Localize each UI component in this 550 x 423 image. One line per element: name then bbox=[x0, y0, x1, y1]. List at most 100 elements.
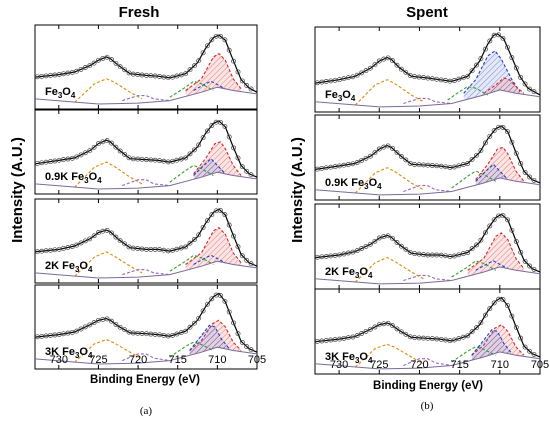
component-curve bbox=[185, 52, 242, 91]
panel-label: 2K Fe3O4 bbox=[325, 266, 373, 280]
data-point bbox=[117, 64, 123, 70]
data-point bbox=[376, 58, 382, 64]
data-point bbox=[385, 55, 391, 61]
data-point bbox=[323, 253, 329, 259]
data-point bbox=[376, 146, 382, 152]
data-point bbox=[465, 250, 471, 255]
data-point bbox=[191, 320, 197, 326]
data-point bbox=[196, 232, 202, 238]
data-point bbox=[465, 73, 471, 79]
background-curve bbox=[35, 260, 257, 279]
component-curve bbox=[475, 260, 509, 271]
data-point bbox=[398, 154, 404, 159]
data-point bbox=[91, 60, 97, 66]
data-point bbox=[451, 164, 457, 170]
data-point bbox=[178, 245, 184, 251]
component-curve bbox=[354, 79, 424, 106]
fit-envelope bbox=[315, 213, 540, 273]
data-point bbox=[390, 145, 395, 151]
data-point bbox=[74, 68, 80, 74]
data-point bbox=[126, 70, 132, 76]
panel-stack: Fe3O4 0.9K Fe3O4 2K Fe3O4 3K Fe3O4 bbox=[314, 26, 541, 375]
data-point bbox=[174, 157, 180, 163]
data-point bbox=[244, 257, 250, 263]
data-point bbox=[460, 334, 466, 340]
component-curve bbox=[74, 339, 143, 363]
data-point bbox=[218, 119, 223, 125]
component-curve bbox=[185, 226, 242, 265]
data-point bbox=[460, 162, 466, 168]
data-point bbox=[394, 326, 400, 332]
data-point bbox=[170, 158, 176, 164]
data-point bbox=[345, 162, 351, 167]
data-point bbox=[513, 65, 519, 71]
data-point bbox=[531, 351, 537, 357]
data-point bbox=[187, 67, 193, 73]
data-point bbox=[359, 70, 365, 76]
data-point bbox=[482, 140, 488, 146]
data-point bbox=[174, 331, 180, 337]
component-curve bbox=[193, 141, 242, 176]
background-curve bbox=[315, 266, 540, 285]
data-point bbox=[183, 244, 189, 250]
data-point bbox=[394, 62, 400, 68]
fit-envelope bbox=[315, 33, 540, 96]
data-point bbox=[491, 217, 497, 223]
data-point bbox=[323, 338, 329, 343]
component-curve bbox=[403, 358, 452, 367]
data-point bbox=[513, 324, 519, 330]
fit-envelope bbox=[35, 292, 257, 353]
data-point bbox=[91, 233, 97, 239]
data-point bbox=[222, 212, 228, 218]
data-point bbox=[91, 320, 97, 326]
data-point bbox=[500, 297, 506, 303]
data-point bbox=[412, 251, 418, 257]
x-tick-label: 710 bbox=[208, 354, 226, 366]
data-point bbox=[509, 227, 515, 233]
data-point bbox=[209, 212, 215, 218]
panel-label: 0.9K Fe3O4 bbox=[45, 171, 102, 185]
x-axis-label: Binding Energy (eV) bbox=[373, 380, 483, 392]
data-point bbox=[248, 347, 254, 353]
component-curve bbox=[451, 260, 497, 278]
data-point bbox=[456, 336, 462, 342]
panel-label: Fe3O4 bbox=[45, 86, 76, 100]
data-point bbox=[187, 240, 193, 246]
data-point bbox=[191, 63, 197, 69]
data-point bbox=[74, 242, 80, 248]
data-point bbox=[527, 86, 533, 92]
data-point bbox=[248, 172, 254, 178]
data-point bbox=[218, 208, 223, 213]
data-point bbox=[209, 37, 215, 43]
data-point bbox=[372, 238, 378, 244]
x-tick-label: 720 bbox=[129, 354, 147, 366]
data-point bbox=[469, 156, 475, 162]
data-point bbox=[465, 333, 471, 339]
data-point bbox=[522, 81, 528, 87]
data-point bbox=[113, 321, 119, 327]
component-fill bbox=[193, 158, 226, 180]
data-point bbox=[95, 57, 101, 63]
data-point bbox=[385, 233, 391, 239]
spectrum-panel: 0.9K Fe3O4 bbox=[34, 109, 258, 195]
data-point bbox=[482, 46, 488, 52]
data-point bbox=[478, 147, 484, 153]
data-point bbox=[474, 152, 479, 158]
data-point bbox=[239, 253, 245, 259]
data-point bbox=[74, 328, 80, 334]
background-curve bbox=[35, 346, 257, 365]
component-curve bbox=[122, 179, 170, 187]
data-point bbox=[478, 237, 484, 243]
data-point bbox=[354, 72, 360, 78]
data-point bbox=[527, 263, 533, 269]
data-point bbox=[456, 76, 462, 82]
data-point bbox=[412, 74, 418, 80]
data-point bbox=[487, 133, 493, 139]
data-point bbox=[95, 141, 101, 147]
data-point bbox=[87, 148, 93, 154]
data-point bbox=[390, 58, 395, 64]
data-point bbox=[385, 143, 391, 149]
x-axis-ticks: 730 725 720 715 710 705 bbox=[330, 359, 549, 371]
data-point bbox=[518, 335, 524, 341]
data-point bbox=[200, 308, 206, 314]
